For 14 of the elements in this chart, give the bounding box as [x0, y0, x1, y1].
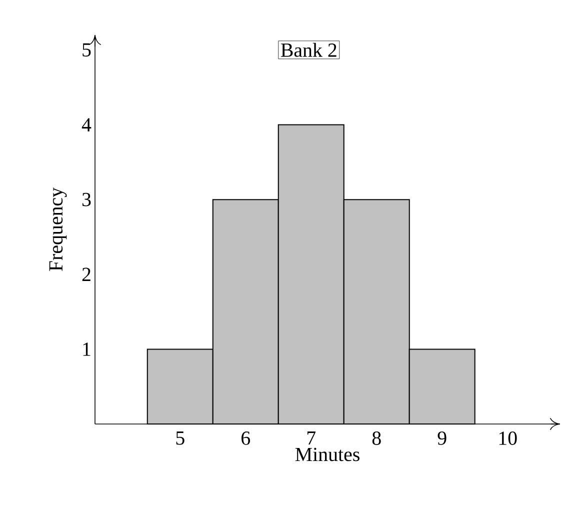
- y-tick-label: 2: [82, 268, 90, 281]
- y-tick-label: 4: [82, 118, 92, 132]
- x-axis-title: Minutes: [295, 448, 360, 462]
- x-tick-label: 8: [372, 432, 381, 445]
- x-tick-label: 5: [176, 432, 184, 445]
- y-tick-label: 5: [82, 43, 91, 57]
- y-tick-label: 1: [83, 342, 90, 356]
- x-tick-label: 9: [438, 432, 446, 445]
- y-tick-label: 3: [82, 192, 91, 206]
- y-axis-title: Frequency: [49, 188, 67, 271]
- x-tick-label: 6: [242, 432, 250, 445]
- x-tick-label: 7: [307, 432, 316, 445]
- chart-title: Bank 2: [280, 42, 336, 57]
- x-tick-label: 10: [499, 432, 517, 445]
